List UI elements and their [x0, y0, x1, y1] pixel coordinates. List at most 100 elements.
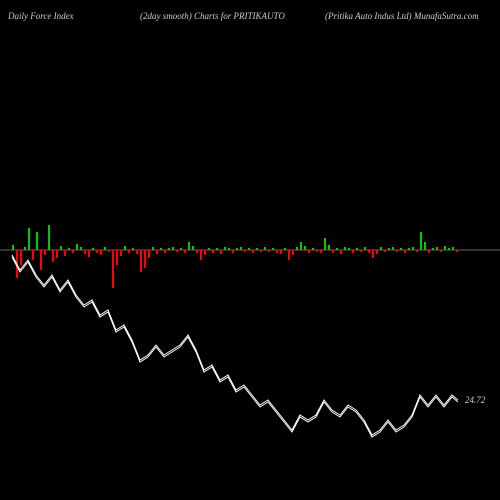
force-bar: [440, 250, 442, 252]
force-bar: [244, 250, 246, 252]
force-bar: [64, 250, 66, 256]
force-bar: [148, 250, 150, 258]
force-bar: [424, 242, 426, 250]
force-bar: [456, 250, 458, 252]
force-bar: [248, 248, 250, 250]
force-bar: [304, 246, 306, 250]
force-bar: [68, 248, 70, 250]
chart-canvas: [0, 0, 500, 500]
force-bar: [140, 250, 142, 272]
force-bar: [72, 250, 74, 253]
force-bar: [396, 250, 398, 252]
force-bar: [172, 247, 174, 250]
force-bar: [124, 246, 126, 250]
force-bar: [416, 250, 418, 252]
force-bar: [100, 250, 102, 255]
force-bar: [372, 250, 374, 258]
force-bar: [220, 250, 222, 254]
force-bar: [180, 248, 182, 250]
force-bar: [340, 250, 342, 254]
force-bar: [360, 250, 362, 252]
price-line-lower: [12, 257, 458, 437]
title-indicator: Daily Force Index: [8, 11, 74, 21]
force-bar: [192, 246, 194, 250]
force-bar: [264, 247, 266, 250]
force-bar: [316, 250, 318, 252]
force-bar: [20, 250, 22, 265]
force-bar: [332, 250, 334, 253]
force-bar: [136, 250, 138, 254]
force-bar: [128, 250, 130, 253]
force-bar: [364, 247, 366, 250]
title-subtitle: (2day smooth) Charts for PRITIKAUTO: [140, 11, 285, 21]
force-bar: [312, 248, 314, 250]
force-bar: [80, 247, 82, 250]
force-bar: [216, 248, 218, 250]
force-bar: [224, 247, 226, 250]
force-bar: [120, 250, 122, 256]
force-bar: [336, 248, 338, 250]
force-bar: [376, 250, 378, 254]
force-bar: [448, 248, 450, 250]
force-bar: [436, 247, 438, 250]
force-bar: [32, 250, 34, 260]
force-bar: [84, 250, 86, 254]
force-bar: [408, 248, 410, 250]
force-bar: [300, 242, 302, 250]
force-bar: [280, 250, 282, 254]
force-index-bars: [12, 225, 458, 288]
force-bar: [116, 250, 118, 265]
current-price-label: 24.72: [465, 395, 485, 405]
force-bar: [104, 247, 106, 250]
force-bar: [232, 250, 234, 253]
force-bar: [388, 248, 390, 250]
force-bar: [260, 250, 262, 252]
force-bar: [432, 248, 434, 250]
force-bar: [348, 248, 350, 250]
force-bar: [200, 250, 202, 260]
force-bar: [324, 238, 326, 250]
force-bar: [56, 250, 58, 258]
force-bar: [92, 248, 94, 250]
force-bar: [356, 248, 358, 250]
force-bar: [412, 247, 414, 250]
force-bar: [296, 247, 298, 250]
chart-header: Daily Force Index (2day smooth) Charts f…: [0, 6, 500, 26]
force-bar: [184, 250, 186, 253]
force-bar: [160, 248, 162, 250]
force-bar: [108, 250, 110, 252]
force-bar: [352, 250, 354, 253]
force-bar: [228, 248, 230, 250]
force-bar: [176, 250, 178, 252]
force-bar: [404, 250, 406, 253]
force-bar: [344, 247, 346, 250]
force-bar: [188, 242, 190, 250]
force-bar: [52, 250, 54, 262]
force-bar: [272, 248, 274, 250]
force-bar: [268, 250, 270, 252]
force-bar: [240, 247, 242, 250]
force-bar: [328, 245, 330, 250]
force-bar: [428, 250, 430, 253]
force-bar: [392, 247, 394, 250]
force-bar: [204, 250, 206, 255]
force-bar: [88, 250, 90, 257]
force-bar: [168, 248, 170, 250]
force-bar: [152, 247, 154, 250]
force-bar: [288, 250, 290, 260]
force-bar: [112, 250, 114, 288]
force-bar: [76, 244, 78, 250]
force-bar: [444, 246, 446, 250]
force-bar: [252, 250, 254, 253]
force-bar: [40, 250, 42, 270]
force-bar: [24, 247, 26, 250]
force-bar: [284, 248, 286, 250]
force-bar: [400, 248, 402, 250]
force-bar: [308, 250, 310, 253]
force-bar: [452, 247, 454, 250]
force-bar: [28, 228, 30, 250]
force-bar: [60, 246, 62, 250]
force-bar: [132, 248, 134, 250]
force-bar: [320, 250, 322, 253]
force-bar: [276, 250, 278, 253]
